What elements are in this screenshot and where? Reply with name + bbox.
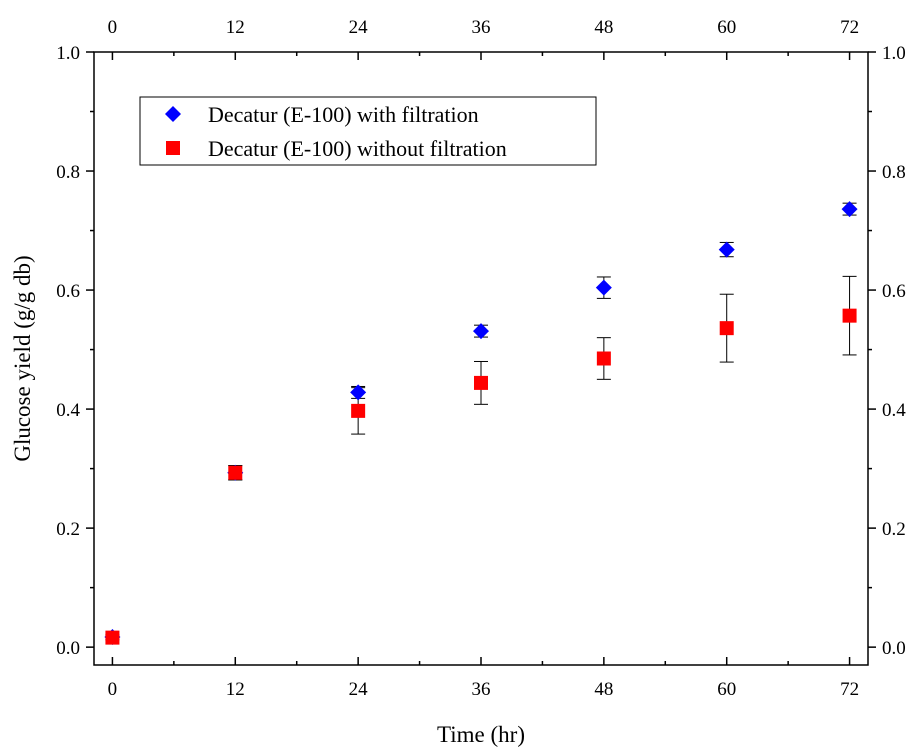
x-tick-label-bottom: 72 [840, 679, 859, 700]
x-tick-label-bottom: 0 [108, 679, 118, 700]
y-axis-title: Glucose yield (g/g db) [10, 255, 35, 461]
x-tick-label-bottom: 24 [349, 679, 369, 700]
x-tick-label-bottom: 12 [226, 679, 245, 700]
point-without-filtration [105, 630, 120, 645]
point-without-filtration [351, 403, 366, 418]
legend-box [139, 96, 597, 166]
x-tick-label-bottom: 36 [472, 679, 491, 700]
point-without-filtration [842, 308, 857, 323]
point-with-filtration [350, 384, 367, 401]
x-tick-label-bottom: 60 [717, 679, 736, 700]
y-tick-label-right: 0.6 [882, 281, 906, 302]
point-without-filtration [596, 351, 611, 366]
y-tick-label-right: 0.8 [882, 162, 906, 183]
point-without-filtration [228, 465, 243, 480]
legend-label: Decatur (E-100) without filtration [208, 136, 507, 161]
point-with-filtration [718, 241, 735, 258]
axis-ticks [86, 51, 876, 665]
legend-label: Decatur (E-100) with filtration [208, 102, 479, 127]
point-without-filtration [474, 375, 488, 390]
point-with-filtration [473, 323, 489, 340]
y-tick-label-right: 0.2 [882, 519, 906, 540]
x-tick-label-top: 12 [226, 17, 245, 38]
x-tick-label-top: 0 [108, 17, 118, 38]
legend: Decatur (E-100) with filtration Decatur (… [139, 96, 597, 166]
x-tick-label-top: 48 [594, 17, 613, 38]
legend-items: Decatur (E-100) with filtration Decatur (… [165, 102, 507, 161]
y-tick-label-left: 0.0 [56, 638, 80, 659]
y-tick-label-right: 1.0 [882, 43, 906, 64]
y-tick-label-left: 0.8 [56, 162, 80, 183]
x-tick-label-top: 24 [349, 17, 369, 38]
point-without-filtration [719, 321, 734, 336]
y-tick-label-left: 0.4 [56, 400, 80, 421]
legend-marker [166, 141, 180, 155]
legend-marker [165, 106, 181, 122]
y-tick-label-left: 0.2 [56, 519, 80, 540]
x-tick-label-top: 60 [717, 17, 736, 38]
x-tick-label-top: 72 [840, 17, 859, 38]
point-with-filtration [595, 279, 612, 296]
x-axis-title: Time (hr) [437, 722, 525, 747]
y-tick-label-right: 0.0 [882, 638, 906, 659]
y-tick-label-right: 0.4 [882, 400, 906, 421]
x-tick-label-top: 36 [472, 17, 491, 38]
y-tick-label-left: 1.0 [56, 43, 80, 64]
tick-labels: 0 0 12 12 24 24 36 36 48 48 60 60 72 72 0.0 0.0 0.2 0.2 0.… [56, 17, 906, 700]
point-with-filtration [841, 201, 858, 218]
x-tick-label-bottom: 48 [594, 679, 613, 700]
data-marks [104, 201, 858, 646]
y-tick-label-left: 0.6 [56, 281, 80, 302]
